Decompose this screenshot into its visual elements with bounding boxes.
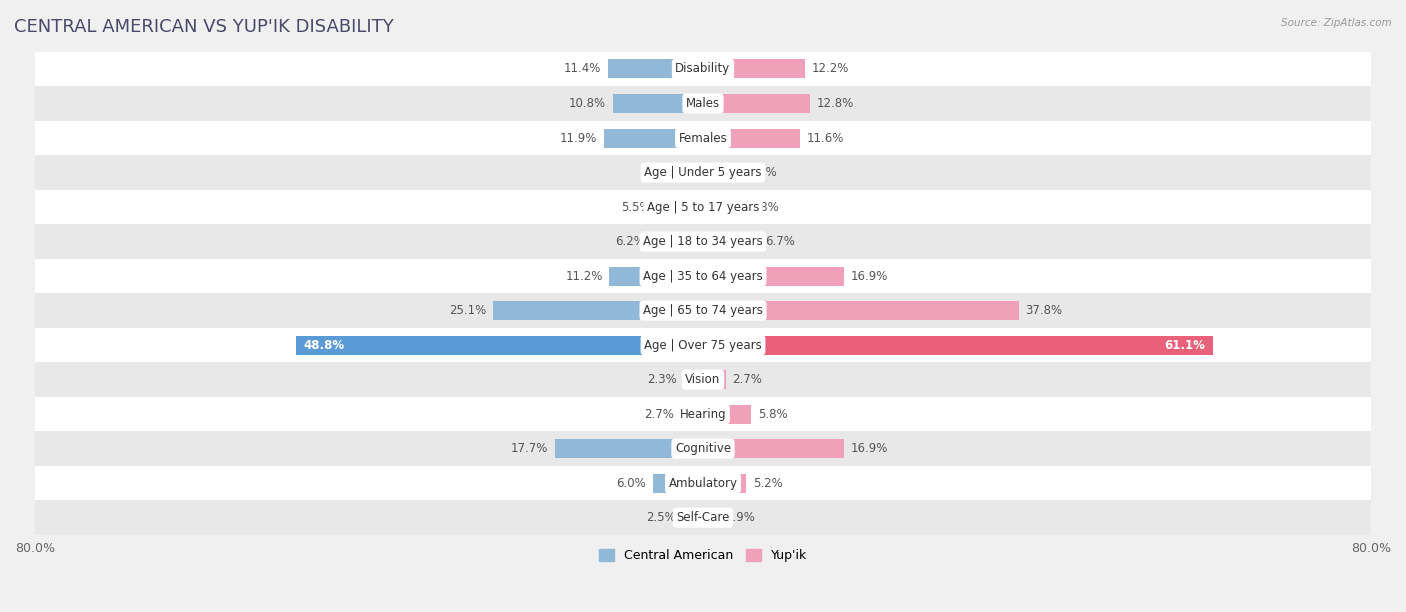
Bar — [555, 439, 703, 458]
Text: 2.3%: 2.3% — [647, 373, 678, 386]
Text: 11.4%: 11.4% — [564, 62, 602, 75]
Text: 4.8%: 4.8% — [749, 201, 779, 214]
Text: Age | 18 to 34 years: Age | 18 to 34 years — [643, 235, 763, 248]
Text: 17.7%: 17.7% — [512, 442, 548, 455]
Text: 16.9%: 16.9% — [851, 269, 889, 283]
Bar — [703, 163, 741, 182]
Text: 5.2%: 5.2% — [754, 477, 783, 490]
Bar — [35, 466, 1371, 501]
Text: Age | 65 to 74 years: Age | 65 to 74 years — [643, 304, 763, 317]
Legend: Central American, Yup'ik: Central American, Yup'ik — [593, 544, 813, 567]
Text: 2.7%: 2.7% — [733, 373, 762, 386]
Text: Disability: Disability — [675, 62, 731, 75]
Bar — [35, 362, 1371, 397]
Bar — [703, 474, 747, 493]
Text: 1.2%: 1.2% — [657, 166, 686, 179]
Bar — [35, 86, 1371, 121]
Text: 6.2%: 6.2% — [614, 235, 644, 248]
Bar — [703, 370, 725, 389]
Text: 12.2%: 12.2% — [811, 62, 849, 75]
Text: Self-Care: Self-Care — [676, 511, 730, 524]
Bar — [703, 59, 804, 78]
Bar — [703, 508, 718, 527]
Bar — [295, 335, 703, 354]
Bar — [703, 267, 844, 286]
Text: Males: Males — [686, 97, 720, 110]
Bar — [35, 501, 1371, 535]
Text: 25.1%: 25.1% — [450, 304, 486, 317]
Bar — [35, 121, 1371, 155]
Bar — [35, 431, 1371, 466]
Text: 11.9%: 11.9% — [560, 132, 598, 144]
Bar — [35, 52, 1371, 86]
Bar — [35, 190, 1371, 225]
Bar — [703, 439, 844, 458]
Bar — [35, 225, 1371, 259]
Bar — [651, 232, 703, 251]
Text: 12.8%: 12.8% — [817, 97, 853, 110]
Text: 5.5%: 5.5% — [621, 201, 651, 214]
Bar — [494, 301, 703, 320]
Text: Females: Females — [679, 132, 727, 144]
Bar — [603, 129, 703, 147]
Bar — [613, 94, 703, 113]
Bar — [703, 301, 1018, 320]
Bar — [657, 198, 703, 217]
Bar — [693, 163, 703, 182]
Text: 16.9%: 16.9% — [851, 442, 889, 455]
Bar — [607, 59, 703, 78]
Bar — [682, 508, 703, 527]
Text: 4.5%: 4.5% — [747, 166, 778, 179]
Bar — [35, 155, 1371, 190]
Text: Age | 5 to 17 years: Age | 5 to 17 years — [647, 201, 759, 214]
Bar — [703, 198, 744, 217]
Text: Cognitive: Cognitive — [675, 442, 731, 455]
Bar — [703, 232, 759, 251]
Bar — [703, 335, 1213, 354]
Text: Age | Under 5 years: Age | Under 5 years — [644, 166, 762, 179]
Text: Age | 35 to 64 years: Age | 35 to 64 years — [643, 269, 763, 283]
Text: 61.1%: 61.1% — [1164, 338, 1205, 352]
Bar — [35, 328, 1371, 362]
Text: 2.7%: 2.7% — [644, 408, 673, 420]
Bar — [609, 267, 703, 286]
Text: 37.8%: 37.8% — [1025, 304, 1063, 317]
Text: 11.6%: 11.6% — [807, 132, 844, 144]
Bar — [683, 370, 703, 389]
Text: Ambulatory: Ambulatory — [668, 477, 738, 490]
Text: 2.5%: 2.5% — [645, 511, 675, 524]
Text: 6.7%: 6.7% — [766, 235, 796, 248]
Bar — [35, 293, 1371, 328]
Text: 11.2%: 11.2% — [565, 269, 603, 283]
Text: Hearing: Hearing — [679, 408, 727, 420]
Text: CENTRAL AMERICAN VS YUP'IK DISABILITY: CENTRAL AMERICAN VS YUP'IK DISABILITY — [14, 18, 394, 36]
Bar — [703, 405, 751, 424]
Bar — [35, 259, 1371, 293]
Bar — [652, 474, 703, 493]
Text: 48.8%: 48.8% — [304, 338, 344, 352]
Text: 6.0%: 6.0% — [616, 477, 647, 490]
Text: 5.8%: 5.8% — [758, 408, 787, 420]
Bar — [681, 405, 703, 424]
Bar — [35, 397, 1371, 431]
Text: 1.9%: 1.9% — [725, 511, 755, 524]
Text: Vision: Vision — [685, 373, 721, 386]
Bar — [703, 94, 810, 113]
Text: 10.8%: 10.8% — [569, 97, 606, 110]
Text: Source: ZipAtlas.com: Source: ZipAtlas.com — [1281, 18, 1392, 28]
Text: Age | Over 75 years: Age | Over 75 years — [644, 338, 762, 352]
Bar — [703, 129, 800, 147]
